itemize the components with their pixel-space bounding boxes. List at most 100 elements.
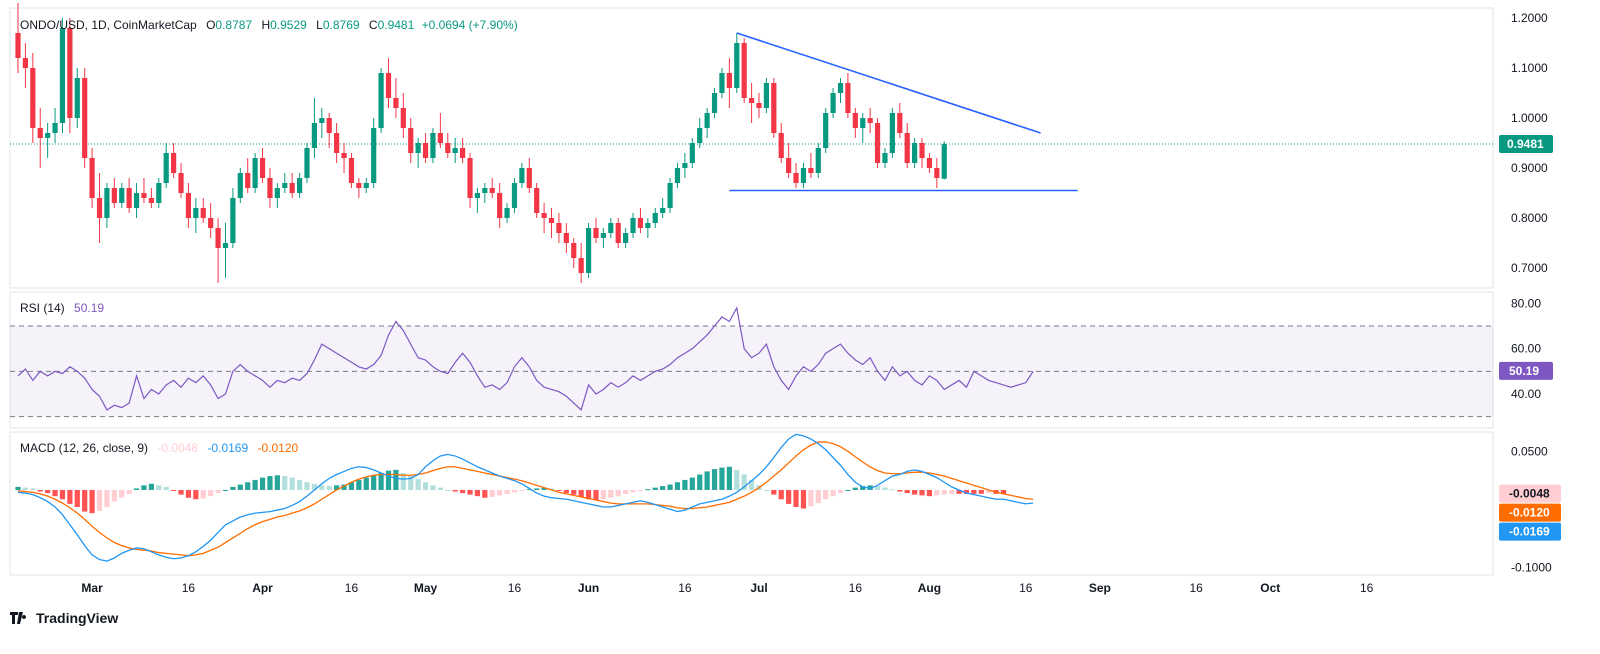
candle-body: [852, 113, 858, 128]
macd-histogram-bar: [674, 482, 681, 490]
candle-body: [786, 158, 792, 173]
macd-histogram-bar: [941, 489, 947, 495]
macd-histogram-bar: [200, 489, 206, 499]
candle-body: [52, 123, 58, 133]
candle-body: [519, 168, 525, 183]
low-value: 0.8769: [322, 18, 360, 32]
candle-body: [845, 83, 851, 113]
trendline-upper: [736, 32, 1041, 134]
candle-body: [445, 143, 451, 153]
macd-histogram-bar: [133, 488, 140, 490]
macd-histogram-bar: [341, 484, 347, 490]
candle-body: [371, 128, 377, 183]
macd-histogram-bar: [571, 489, 577, 495]
candle-body: [830, 93, 836, 113]
candle-body: [252, 158, 258, 188]
macd-hist-label: -0.0048: [1509, 487, 1550, 501]
last-price-label-bg: [1499, 134, 1553, 153]
candle-body: [771, 83, 777, 133]
macd-histogram-bar: [1000, 489, 1007, 494]
candle-body: [497, 193, 503, 218]
macd-histogram-bar: [385, 470, 392, 490]
candle-body: [882, 153, 888, 163]
open-value: 0.8787: [215, 18, 253, 32]
tradingview-logo[interactable]: TradingView: [10, 610, 118, 626]
candle-body: [415, 143, 421, 153]
candle-body: [608, 223, 614, 233]
price-axis-tick: 1.0000: [1511, 111, 1548, 125]
x-axis-tick: 16: [345, 581, 359, 595]
macd-histogram-bar: [526, 489, 532, 491]
x-axis-tick: Jun: [578, 581, 599, 595]
macd-histogram-bar: [608, 489, 614, 498]
x-axis-tick: Apr: [252, 581, 273, 595]
macd-histogram-bar: [430, 485, 436, 490]
candle-body: [67, 28, 73, 118]
candle-body: [800, 168, 807, 183]
candle-body: [37, 128, 43, 138]
candle-body: [334, 133, 340, 153]
macd-histogram-bar: [682, 479, 688, 490]
macd-histogram-bar: [363, 477, 369, 490]
candle-body: [460, 148, 466, 158]
macd-histogram-bar: [897, 489, 903, 492]
candle-body: [941, 143, 947, 179]
macd-histogram-bar: [348, 482, 355, 490]
candle-body: [208, 218, 214, 228]
candle-body: [600, 233, 606, 238]
candle-body: [422, 143, 429, 158]
macd-histogram-bar: [874, 486, 881, 490]
candle-body: [860, 118, 866, 128]
candle-body: [511, 183, 518, 208]
macd-histogram-bar: [267, 476, 273, 490]
candle-body: [15, 33, 21, 58]
price-header: ONDO/USD, 1D, CoinMarketCap O0.8787 H0.9…: [20, 18, 518, 32]
macd-histogram-bar: [645, 489, 651, 491]
candle-body: [126, 188, 132, 208]
candle-body: [59, 28, 66, 123]
candle-body: [585, 228, 592, 273]
candle-body: [534, 188, 540, 213]
macd-line-label-bg: [1499, 522, 1561, 541]
candle-body: [741, 43, 747, 98]
macd-histogram-bar: [378, 472, 384, 490]
candle-body: [400, 108, 406, 128]
candle-body: [171, 153, 177, 173]
macd-header: MACD (12, 26, close, 9) -0.0048 -0.0169 …: [20, 441, 298, 455]
macd-histogram-bar: [193, 489, 199, 500]
candle-body: [222, 243, 229, 248]
candle-body: [215, 228, 221, 248]
macd-histogram-bar: [786, 489, 792, 504]
candle-body: [378, 73, 384, 128]
candle-body: [912, 143, 918, 163]
rsi-value: 50.19: [74, 301, 105, 315]
candle-body: [296, 178, 303, 193]
macd-histogram-bar: [96, 489, 103, 511]
macd-histogram-bar: [971, 489, 977, 494]
macd-histogram-bar: [408, 476, 414, 490]
macd-histogram-bar: [274, 475, 280, 490]
macd-histogram-bar: [89, 489, 95, 514]
macd-histogram-bar: [437, 487, 443, 490]
macd-histogram-bar: [919, 489, 925, 496]
x-axis-tick: Jul: [750, 581, 767, 595]
candle-body: [104, 188, 110, 218]
candle-body: [274, 188, 280, 198]
price-axis-tick: 0.8000: [1511, 211, 1548, 225]
macd-histogram-bar: [282, 476, 288, 490]
macd-histogram-bar: [815, 489, 821, 504]
macd-histogram-bar: [163, 486, 169, 490]
candle-body: [763, 83, 770, 108]
macd-histogram-bar: [37, 489, 43, 492]
candle-body: [660, 208, 666, 213]
x-axis-tick: 16: [1190, 581, 1204, 595]
price-axis-tick: 0.7000: [1511, 261, 1548, 275]
macd-histogram-bar: [956, 489, 962, 494]
candle-body: [482, 188, 488, 193]
candle-body: [111, 188, 117, 203]
open-label: O: [206, 18, 216, 32]
candle-body: [385, 73, 392, 98]
macd-histogram-bar: [637, 489, 644, 491]
